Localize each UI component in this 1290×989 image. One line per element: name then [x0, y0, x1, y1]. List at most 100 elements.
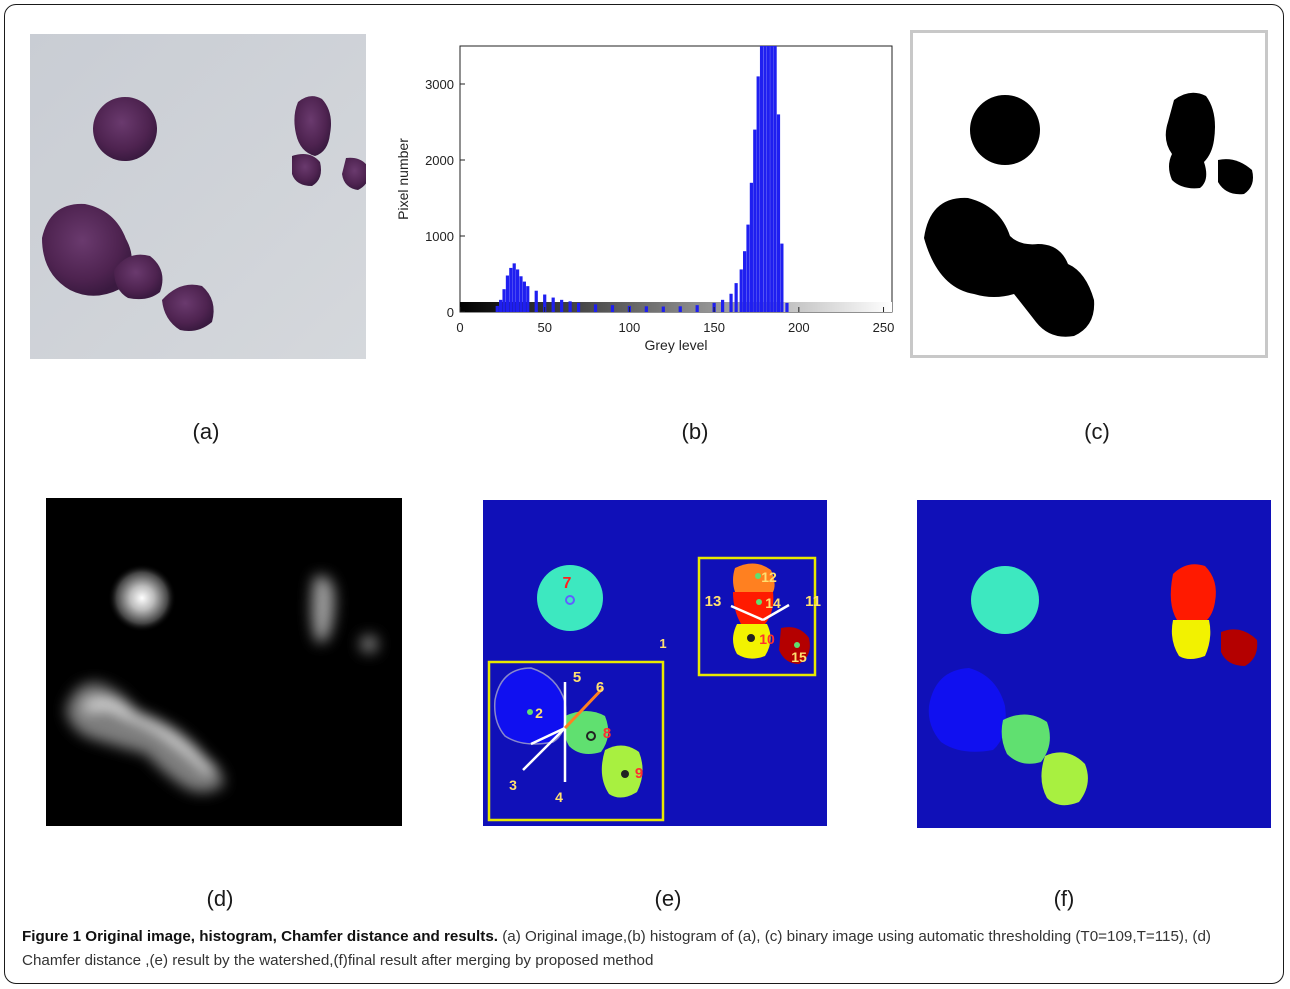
region-label: 7	[563, 575, 572, 592]
figure-frame	[4, 4, 1284, 984]
x-tick-label: 200	[788, 320, 810, 335]
histogram-bar	[505, 275, 510, 312]
histogram-bar	[560, 299, 564, 312]
panel-label-a: (a)	[192, 419, 220, 444]
region-label: 3	[509, 777, 517, 793]
panel-a-original-image	[30, 34, 366, 359]
histogram-bar	[756, 76, 760, 313]
histogram-bar	[526, 286, 530, 312]
figure-caption: Figure 1 Original image, histogram, Cham…	[22, 925, 1272, 973]
histogram-bar	[739, 269, 743, 312]
binary-blob	[970, 95, 1040, 165]
histogram-bar	[610, 305, 615, 312]
histogram-bar	[678, 306, 682, 312]
cell	[93, 97, 157, 161]
region	[733, 563, 775, 592]
panel-d-chamfer-distance	[46, 498, 402, 826]
histogram-bar	[780, 243, 784, 312]
x-tick-label: 150	[703, 320, 725, 335]
caption-body: (a) Original image,(b) histogram of (a),…	[22, 928, 1211, 969]
region-label: 13	[705, 593, 722, 610]
x-tick-label: 100	[619, 320, 641, 335]
region	[928, 668, 1006, 752]
markers	[527, 573, 800, 778]
x-axis-label: Grey level	[644, 337, 707, 353]
histogram-bar	[576, 302, 581, 312]
histogram-bar	[785, 302, 789, 312]
highlight-box	[697, 556, 817, 677]
panel-b-histogram: 0 50 100 150 200 250 0 1000 2000 3000 Grey level Pi…	[395, 45, 895, 353]
y-tick-label: 3000	[425, 77, 454, 92]
cell	[292, 154, 321, 186]
region-label: 9	[635, 765, 643, 782]
binary-blob	[1165, 92, 1215, 189]
cell	[342, 157, 366, 190]
histogram-bar	[759, 46, 764, 312]
region-label: 4	[555, 789, 563, 805]
region-label: 8	[603, 725, 611, 742]
histogram-bar	[743, 251, 747, 312]
binary-blob	[924, 197, 1095, 337]
histogram-bar	[776, 114, 781, 313]
panel-label-e: (e)	[654, 886, 682, 911]
histogram-bar	[746, 224, 750, 312]
histogram-bar	[770, 46, 774, 312]
histogram-bar	[568, 301, 572, 312]
histogram-bar	[766, 46, 770, 312]
cell	[114, 254, 163, 300]
histogram-bar	[519, 276, 523, 312]
region	[971, 566, 1039, 634]
histogram-bar	[753, 129, 757, 312]
region-label: 2	[535, 705, 543, 721]
region-label: 6	[596, 679, 604, 696]
region	[733, 592, 774, 624]
region	[1001, 714, 1050, 764]
cell	[42, 203, 132, 296]
x-tick-label: 0	[456, 320, 463, 335]
region	[1221, 629, 1258, 666]
region-label: 14	[765, 595, 781, 611]
region-label: 5	[573, 669, 581, 686]
histogram-bar	[734, 283, 738, 312]
histogram-bar	[551, 297, 555, 312]
histogram-bar	[502, 289, 506, 312]
panel-label-f: (f)	[1053, 886, 1075, 911]
region	[563, 711, 609, 754]
histogram-bar	[763, 46, 767, 312]
histogram-bar	[661, 306, 665, 312]
histogram-bar	[729, 293, 733, 312]
panel-f-final-result	[917, 500, 1271, 828]
histogram-bar	[512, 263, 516, 312]
plot-area	[459, 45, 893, 313]
histogram-bar	[593, 304, 598, 312]
region-label: 12	[761, 569, 777, 585]
histogram-bar	[499, 299, 503, 312]
cell	[162, 284, 214, 331]
histogram-bar	[516, 269, 520, 312]
region-label: 10	[759, 631, 775, 647]
histogram-bar	[773, 46, 777, 312]
histogram-bar	[522, 281, 526, 312]
highlight-box	[487, 660, 665, 822]
x-tick-label: 250	[873, 320, 895, 335]
cell	[294, 96, 331, 156]
arrows	[522, 603, 790, 782]
region	[537, 565, 603, 631]
histogram-bar	[720, 299, 725, 312]
y-axis-label: Pixel number	[395, 138, 411, 220]
histogram-bar	[495, 305, 499, 312]
region-label: 11	[805, 593, 821, 610]
y-tick-label: 1000	[425, 229, 454, 244]
histogram-bar	[644, 306, 648, 312]
greyscale-bar	[460, 302, 892, 312]
histogram-bar	[509, 267, 513, 312]
y-tick-label: 2000	[425, 153, 454, 168]
panel-c-binary-image	[910, 30, 1268, 358]
panel-label-d: (d)	[206, 886, 234, 911]
x-tick-label: 50	[537, 320, 551, 335]
region-label: 1	[659, 636, 666, 651]
y-tick-label: 0	[447, 305, 454, 320]
arrow-orange	[563, 686, 605, 730]
caption-title: Figure 1 Original image, histogram, Cham…	[22, 928, 498, 945]
